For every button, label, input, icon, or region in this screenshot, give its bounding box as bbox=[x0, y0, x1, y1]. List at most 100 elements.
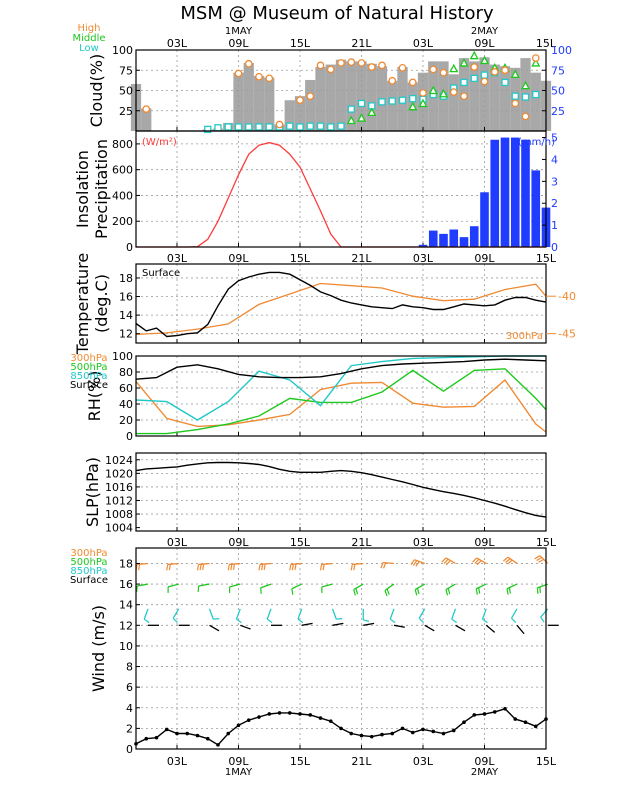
wind-barb-feather-h300 bbox=[199, 564, 202, 571]
wind-ytick-label: 4 bbox=[126, 702, 133, 715]
between-time-tick-label: 03L bbox=[413, 252, 434, 265]
wind-barb-h850 bbox=[172, 608, 180, 619]
temp-ytick-label: 12 bbox=[119, 328, 133, 341]
cloud-high-marker bbox=[521, 112, 530, 121]
wind-surface-speed-point bbox=[359, 733, 364, 738]
wind-barb-feather-h300 bbox=[383, 562, 387, 569]
wind-legend-1: 500hPa bbox=[70, 557, 107, 568]
wind-barb-h850 bbox=[297, 608, 303, 620]
wind-barb-h300 bbox=[136, 562, 149, 566]
wind-barb-h500 bbox=[414, 583, 426, 591]
cloud-low-marker bbox=[245, 123, 253, 131]
wind-barb-feather-h850 bbox=[540, 616, 545, 623]
wind-barb-feather-h300 bbox=[202, 563, 205, 570]
wind-barb-feather-h300 bbox=[415, 561, 420, 567]
wind-barb-feather-h500 bbox=[539, 586, 541, 593]
temp-300hpa-label: 300hPa bbox=[506, 331, 543, 342]
wind-barb-surface bbox=[424, 624, 435, 632]
wind-barb-feather-h500 bbox=[447, 588, 451, 595]
ins-ytick-label: 600 bbox=[112, 164, 133, 177]
wind-surface-speed-point bbox=[257, 715, 261, 719]
wind-barb-h300 bbox=[476, 557, 487, 565]
wind-barb-h300 bbox=[229, 562, 241, 566]
wind-surface-speed-point bbox=[246, 718, 251, 722]
wind-ytick-label: 6 bbox=[126, 681, 133, 694]
cloud-high-marker bbox=[275, 120, 284, 129]
wind-surface-speed-point bbox=[205, 736, 210, 741]
wind-barb-h500 bbox=[445, 583, 456, 591]
slp-ytick-label: 1004 bbox=[105, 522, 133, 535]
between-time-tick-label: 15L bbox=[290, 536, 311, 549]
cloud-middle-marker bbox=[418, 98, 428, 108]
bottom-date-label: 1MAY bbox=[225, 767, 253, 778]
cloud-total-bar bbox=[499, 66, 511, 131]
cloud-low-marker bbox=[409, 94, 417, 103]
cloud-middle-marker bbox=[459, 58, 469, 67]
slp-ytick-label: 1024 bbox=[105, 454, 133, 467]
wind-barb-feather-h300 bbox=[380, 562, 384, 569]
cloud-high-marker bbox=[408, 78, 417, 87]
wind-barb-h500 bbox=[167, 583, 179, 588]
wind-barb-feather-h300 bbox=[263, 563, 266, 570]
cloud-ylabel: Cloud(%) bbox=[87, 54, 106, 127]
cloud-high-marker bbox=[511, 99, 520, 108]
between-time-tick-label: 03L bbox=[413, 536, 434, 549]
rh-surface-line bbox=[135, 358, 547, 380]
cloud-y2tick-label: 50 bbox=[551, 85, 565, 98]
cloud-ytick-label: 100 bbox=[112, 44, 133, 57]
cloud-low-marker bbox=[511, 92, 519, 100]
wind-barb-feather-h300 bbox=[232, 563, 236, 570]
wind-barb-surface bbox=[332, 622, 344, 626]
cloud-ytick-label: 25 bbox=[119, 105, 133, 118]
rh-ytick-label: 100 bbox=[112, 350, 133, 363]
wind-surface-speed-point bbox=[318, 716, 323, 720]
precip-bar bbox=[418, 244, 428, 247]
wind-ylabel: Wind (m/s) bbox=[89, 605, 108, 692]
precip-bar bbox=[490, 139, 500, 247]
top-time-tick-label: 15L bbox=[290, 37, 311, 50]
slp-ytick-label: 1012 bbox=[105, 494, 133, 507]
wind-surface-speed-point bbox=[472, 713, 477, 717]
cloud-low-marker bbox=[378, 98, 386, 106]
wind-barb-feather-h850 bbox=[266, 618, 273, 624]
wind-barb-surface bbox=[301, 622, 313, 626]
wind-surface-speed-point bbox=[328, 719, 333, 723]
between-time-tick-label: 15L bbox=[536, 252, 557, 265]
cloud-total-bar bbox=[469, 61, 480, 132]
cloud-high-marker bbox=[470, 63, 479, 71]
wind-barb-h850 bbox=[451, 608, 457, 620]
wind-surface-speed-point bbox=[164, 727, 169, 732]
wind-barb-h850 bbox=[331, 608, 337, 620]
wind-surface-speed-point bbox=[503, 707, 507, 711]
wind-barb-feather-h300 bbox=[168, 564, 171, 571]
chart-title: MSM @ Museum of Natural History bbox=[180, 3, 494, 24]
wind-barb-h500 bbox=[137, 583, 149, 587]
wind-barb-feather-h300 bbox=[137, 564, 141, 571]
wind-surface-speed-point bbox=[339, 726, 343, 731]
between-time-tick-label: 21L bbox=[351, 536, 372, 549]
temp-frame bbox=[135, 263, 547, 344]
wind-surface-speed-point bbox=[492, 710, 497, 714]
wind-barb-feather-h300 bbox=[472, 557, 478, 563]
ins-frame bbox=[135, 130, 547, 248]
wind-surface-speed-point bbox=[277, 711, 282, 715]
wind-surface-speed-point bbox=[185, 731, 190, 736]
wind-barb-feather-h300 bbox=[230, 564, 233, 571]
rh-legend-1: 500hPa bbox=[70, 362, 107, 373]
wind-ytick-label: 10 bbox=[119, 640, 133, 653]
wind-barb-h300 bbox=[259, 562, 272, 566]
cloud-middle-marker bbox=[449, 63, 459, 73]
cloud-low-marker bbox=[316, 122, 325, 130]
precip-bar bbox=[510, 137, 520, 247]
wind-barb-h850 bbox=[510, 608, 518, 619]
wind-barb-feather-h500 bbox=[445, 589, 449, 596]
cloud-y2tick-label: 75 bbox=[551, 64, 565, 77]
precip-bar bbox=[459, 237, 469, 247]
top-date-label: 1MAY bbox=[225, 26, 253, 37]
top-time-tick-label: 21L bbox=[351, 37, 372, 50]
rh-ytick-label: 20 bbox=[119, 414, 133, 427]
wind-barb-feather-h850 bbox=[213, 618, 220, 620]
cloud-middle-marker bbox=[356, 113, 367, 122]
wind-barb-feather-h500 bbox=[353, 589, 356, 596]
wind-barb-h300 bbox=[414, 559, 425, 565]
